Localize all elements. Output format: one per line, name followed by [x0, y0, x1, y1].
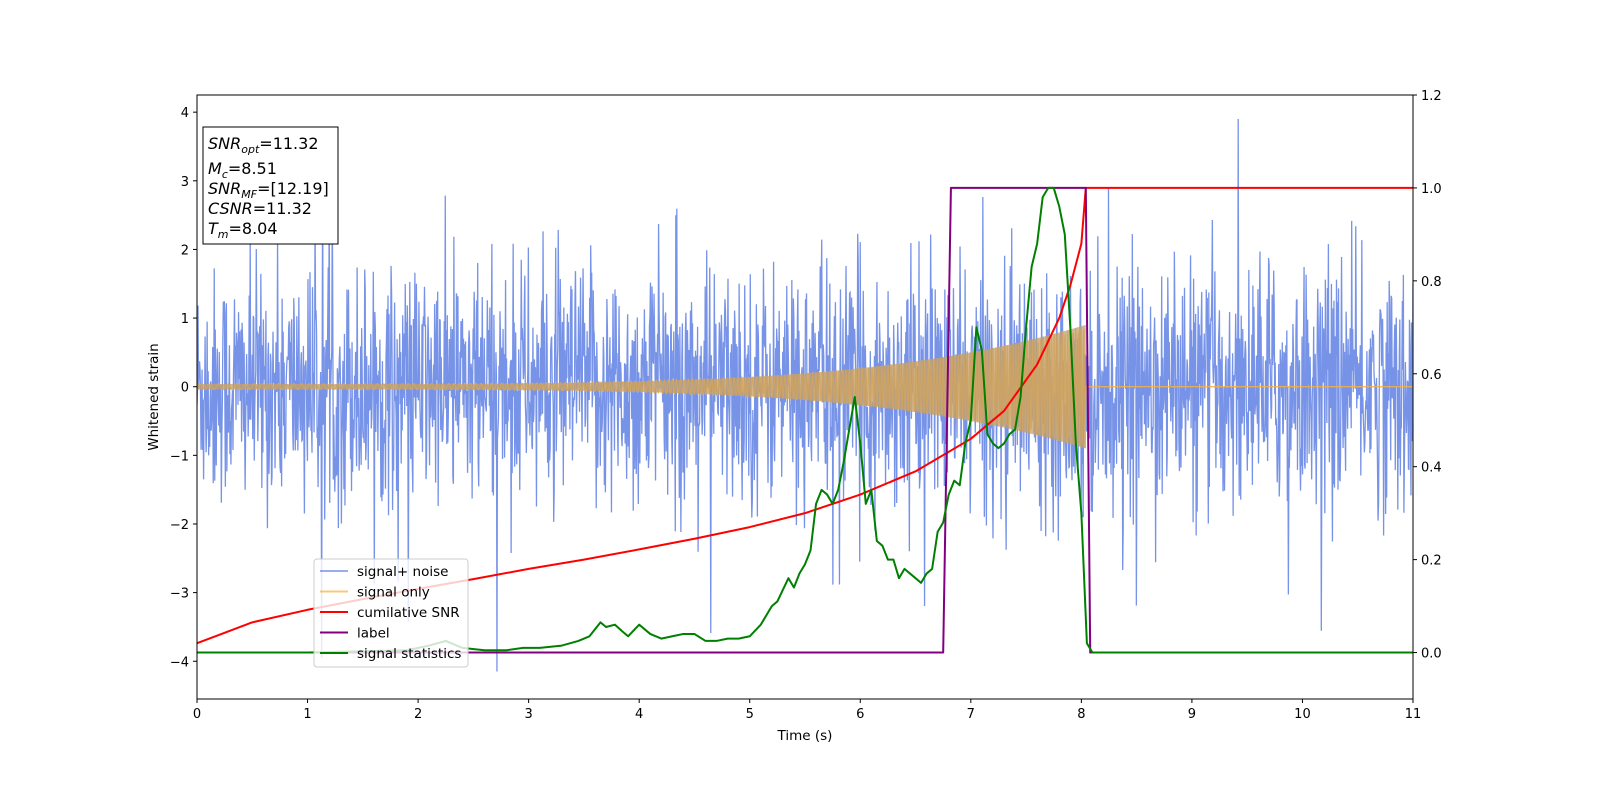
legend-label: label [357, 626, 390, 642]
y-right-tick-label: 1.0 [1421, 182, 1442, 197]
y-right-tick-label: 1.2 [1421, 89, 1442, 104]
y-left-tick-label: 2 [181, 243, 189, 258]
y-right-tick-label: 0.4 [1421, 461, 1442, 476]
y-left-tick-label: 1 [181, 312, 189, 327]
info-value: =[12.19] [257, 179, 329, 198]
x-tick-label: 5 [746, 707, 754, 722]
x-tick-label: 8 [1077, 707, 1085, 722]
info-sub: MF [241, 188, 257, 201]
axes-frame [196, 94, 1414, 700]
x-tick-label: 10 [1294, 707, 1311, 722]
x-tick-label: 6 [856, 707, 864, 722]
info-sub: opt [241, 143, 260, 156]
info-sub: m [218, 228, 229, 241]
y-left-tick-label: −1 [170, 449, 189, 464]
x-tick-label: 4 [635, 707, 643, 722]
info-var: T [208, 219, 219, 238]
info-box-frame [202, 126, 339, 245]
info-var: SNR [208, 134, 241, 153]
info-box-line: Mc=8.51 [208, 159, 277, 181]
y-axis-left-ticks: −4 −3 −2 −1 0 1 2 3 4 [170, 106, 197, 670]
legend-label: signal statistics [357, 646, 461, 662]
info-var: M [208, 159, 222, 178]
y-left-tick-label: −4 [170, 655, 189, 670]
x-tick-label: 0 [193, 707, 201, 722]
info-value: =11.32 [253, 199, 312, 218]
info-box-line: SNRopt=11.32 [208, 134, 319, 156]
x-tick-label: 1 [303, 707, 311, 722]
y-right-tick-label: 0.2 [1421, 554, 1442, 569]
x-tick-label: 7 [967, 707, 975, 722]
y-left-tick-label: 0 [181, 381, 189, 396]
series-fill-signal-only [197, 324, 1086, 449]
y-right-tick-label: 0.0 [1421, 647, 1442, 662]
info-box-line: Tm=8.04 [208, 219, 278, 241]
series-line-signal-statistics [197, 186, 1413, 654]
legend-label: signal+ noise [357, 564, 448, 580]
y-left-tick-label: 3 [181, 175, 189, 190]
x-axis-label: Time (s) [777, 728, 833, 744]
info-sub: c [222, 168, 228, 181]
info-box-line: CSNR=11.32 [208, 199, 312, 218]
y-right-tick-label: 0.6 [1421, 368, 1442, 383]
y-left-tick-label: −2 [170, 518, 189, 533]
x-tick-label: 9 [1188, 707, 1196, 722]
legend-frame [313, 558, 469, 668]
y-left-tick-label: 4 [181, 106, 189, 121]
legend-label: cumilative SNR [357, 605, 460, 621]
x-axis-ticks: 0 1 2 3 4 5 6 7 8 9 10 11 [193, 699, 1421, 722]
info-var: CSNR [208, 199, 253, 218]
x-tick-label: 11 [1405, 707, 1422, 722]
x-tick-label: 2 [414, 707, 422, 722]
y-right-tick-label: 0.8 [1421, 275, 1442, 290]
info-value: =8.51 [228, 159, 277, 178]
x-tick-label: 3 [524, 707, 532, 722]
info-value: =8.04 [229, 219, 278, 238]
y-axis-label: Whitened strain [146, 343, 162, 450]
info-value: =11.32 [259, 134, 318, 153]
info-var: SNR [208, 179, 241, 198]
info-box: SNRopt=11.32Mc=8.51SNRMF=[12.19]CSNR=11.… [202, 126, 339, 245]
y-left-tick-label: −3 [170, 587, 189, 602]
legend-label: signal only [357, 585, 430, 601]
y-axis-right-ticks: 0.0 0.2 0.4 0.6 0.8 1.0 1.2 [1413, 89, 1442, 662]
info-box-line: SNRMF=[12.19] [208, 179, 329, 201]
legend: signal+ noise signal only cumilative SNR la… [313, 558, 469, 668]
